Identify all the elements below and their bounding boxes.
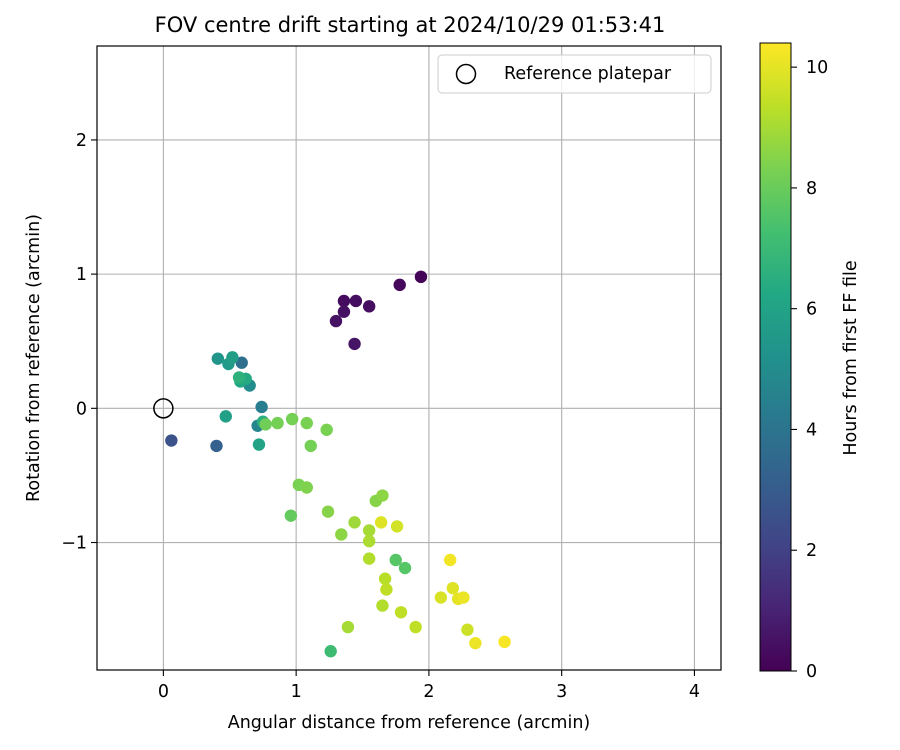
data-point [271,416,284,430]
data-point [398,561,412,575]
data-point [284,509,298,522]
data-point [461,623,474,636]
data-points [165,270,511,658]
data-point [393,278,406,292]
colorbar-label: Hours from first FF file [841,260,861,455]
data-point [376,489,389,502]
data-point [335,528,348,541]
legend: Reference platepar [437,54,712,94]
x-tick-label: 0 [158,682,169,702]
colorbar-tick-label: 6 [806,300,817,320]
legend-marker [455,63,477,85]
x-tick-label: 3 [556,682,567,702]
data-point [210,439,223,453]
colorbar-tick-label: 4 [806,420,817,440]
colorbar-tick-label: 8 [806,179,817,199]
data-point [304,439,317,453]
data-point [374,516,388,529]
data-point [380,583,393,596]
x-axis-ticks: 0 1 2 3 4 [158,670,700,702]
data-point [362,552,376,565]
data-point [349,294,363,308]
data-point [362,534,376,548]
data-point [390,520,404,533]
colorbar-tick-label: 2 [806,541,817,561]
data-point [362,524,376,537]
reference-marker-group [153,398,174,419]
y-axis-ticks: −1 0 1 2 [61,131,97,554]
y-tick-label: −1 [61,534,87,554]
y-axis-label: Rotation from reference (arcmin) [24,214,44,502]
data-point [414,270,428,284]
data-point [337,305,351,318]
data-point [446,581,460,595]
data-point [409,620,422,634]
chart-title: FOV centre drift starting at 2024/10/29 … [155,13,666,37]
colorbar [759,42,792,672]
data-point [378,572,392,585]
data-point [329,314,343,328]
data-point [498,635,511,649]
data-point [321,505,335,518]
data-point [337,294,351,308]
data-point [300,416,313,430]
x-tick-label: 1 [291,682,302,702]
y-tick-label: 1 [76,265,87,285]
data-point [434,591,448,604]
legend-box [437,54,712,94]
x-tick-label: 4 [689,682,700,702]
legend-label: Reference platepar [504,64,672,84]
reference-platepar-marker [153,398,174,419]
data-point [320,423,333,436]
data-point [469,636,482,650]
data-point [324,645,337,658]
data-point [211,352,225,365]
data-point [252,438,266,451]
data-point [259,418,272,431]
data-point [457,591,470,604]
data-point [389,553,402,567]
data-point [232,371,246,384]
y-tick-label: 2 [76,131,87,151]
data-point [255,400,268,414]
data-point [394,606,408,619]
data-point [226,351,239,364]
data-point [300,481,313,494]
data-point [341,620,355,634]
y-tick-label: 0 [76,399,87,419]
data-point [376,599,389,612]
data-point [348,516,361,529]
data-point [348,337,361,351]
data-point [235,356,248,369]
x-tick-label: 2 [423,682,434,702]
colorbar-tick-label: 0 [806,662,817,682]
data-point [219,410,232,423]
colorbar-tick-label: 10 [806,58,828,78]
data-point [165,434,178,447]
grid [97,46,721,670]
plot-frame [96,45,722,671]
x-axis-label: Angular distance from reference (arcmin) [228,713,591,733]
data-point [285,412,299,426]
data-point [362,300,376,313]
colorbar-ticks: 0 2 4 6 8 10 [791,58,828,682]
data-point [443,553,457,567]
